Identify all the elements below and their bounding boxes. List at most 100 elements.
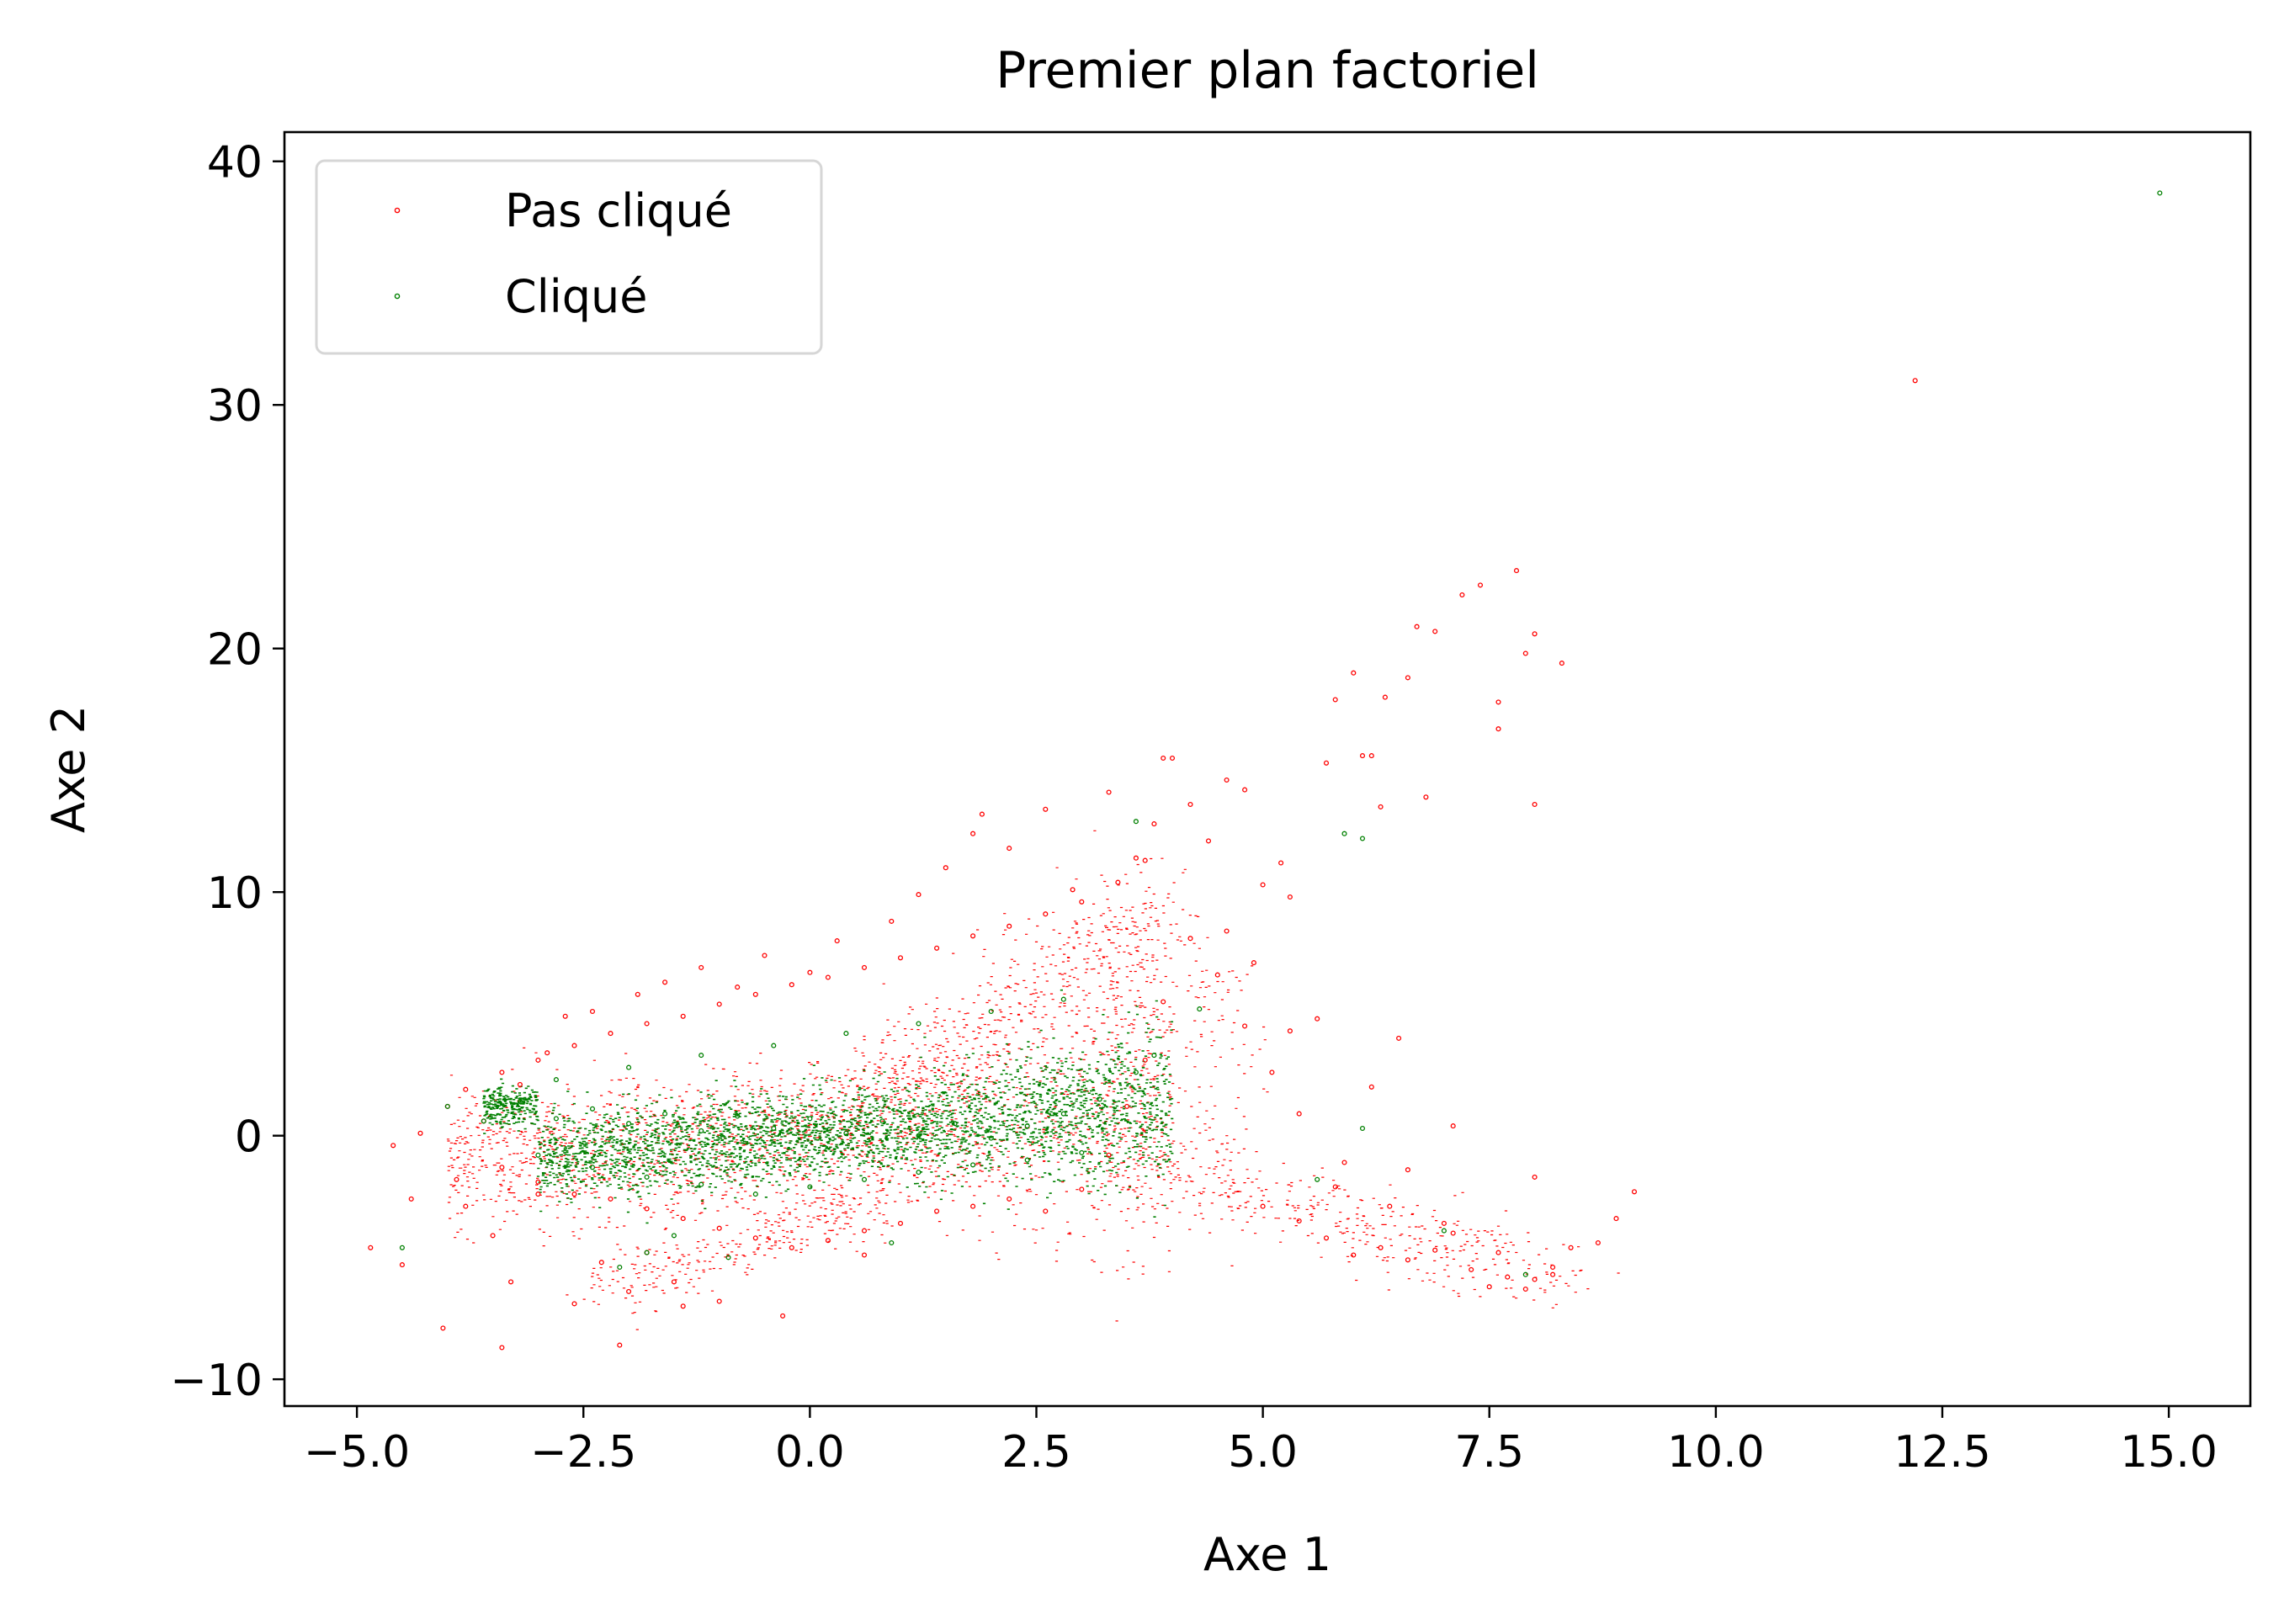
data-point-pas-clique (1459, 592, 1465, 598)
data-point-pas-clique (716, 1298, 722, 1304)
data-point-pas-clique (1287, 1028, 1293, 1034)
data-point-pas-clique (408, 1196, 414, 1202)
data-point-clique (535, 1152, 541, 1158)
data-point-pas-clique (463, 1203, 469, 1209)
data-point-pas-clique (499, 1165, 505, 1170)
data-point-pas-clique (1432, 629, 1438, 634)
data-point-pas-clique (680, 1216, 686, 1222)
x-tick-label: 7.5 (1454, 1427, 1524, 1478)
data-point-pas-clique (825, 1238, 831, 1244)
data-point-clique (1315, 1176, 1320, 1182)
data-point-pas-clique (1568, 1245, 1574, 1250)
data-point-pas-clique (1450, 1123, 1456, 1129)
x-tick-label: 2.5 (1001, 1427, 1071, 1478)
data-point-clique (879, 1118, 885, 1124)
data-point-pas-clique (1169, 755, 1176, 762)
data-point-clique (698, 1128, 704, 1133)
y-tick-label: 10 (207, 868, 263, 919)
data-point-clique (1441, 1228, 1447, 1234)
data-point-pas-clique (1007, 1196, 1012, 1202)
data-point-pas-clique (1315, 1016, 1320, 1022)
data-point-clique (1060, 1111, 1066, 1117)
data-point-pas-clique (1296, 1111, 1302, 1117)
data-point-pas-clique (1423, 794, 1429, 800)
data-point-pas-clique (1242, 787, 1248, 793)
data-point-pas-clique (1532, 1276, 1538, 1282)
data-point-clique (553, 1116, 559, 1122)
data-point-pas-clique (970, 1203, 976, 1209)
data-point-clique (916, 1021, 922, 1027)
data-point-pas-clique (834, 938, 840, 944)
data-point-pas-clique (417, 1130, 423, 1136)
data-point-pas-clique (943, 865, 948, 871)
data-point-pas-clique (934, 1208, 940, 1214)
data-point-clique (861, 1176, 868, 1182)
data-point-clique (1359, 1125, 1366, 1132)
data-point-pas-clique (1351, 670, 1357, 676)
data-point-pas-clique (1142, 857, 1148, 863)
data-point-pas-clique (1079, 1186, 1085, 1192)
data-point-pas-clique (1368, 753, 1374, 759)
data-point-clique (771, 1043, 777, 1048)
data-point-pas-clique (1224, 777, 1230, 783)
data-point-pas-clique (1287, 894, 1293, 900)
data-point-clique (843, 1031, 849, 1037)
y-tick-label: 0 (235, 1112, 263, 1163)
data-point-pas-clique (1043, 1208, 1049, 1214)
data-point-clique (589, 1165, 596, 1170)
data-point-pas-clique (716, 1001, 722, 1007)
data-point-pas-clique (535, 1191, 541, 1197)
data-point-pas-clique (1332, 697, 1338, 703)
data-point-pas-clique (1115, 879, 1121, 885)
data-point-clique (644, 1250, 650, 1255)
y-axis-label: Axe 2 (42, 705, 95, 833)
plot-frame (283, 130, 2252, 1408)
data-point-pas-clique (571, 1043, 577, 1048)
data-point-clique (735, 1113, 741, 1119)
data-point-clique (752, 1191, 758, 1197)
data-point-pas-clique (970, 831, 976, 836)
data-point-pas-clique (463, 1086, 469, 1092)
data-point-pas-clique (490, 1233, 496, 1239)
data-point-pas-clique (1187, 801, 1193, 808)
data-point-clique (988, 1135, 994, 1141)
data-point-pas-clique (1382, 694, 1388, 700)
data-point-pas-clique (1405, 675, 1410, 681)
data-point-pas-clique (440, 1325, 446, 1331)
data-point-pas-clique (644, 1206, 650, 1212)
data-point-pas-clique (626, 1288, 632, 1294)
data-point-clique (970, 1162, 976, 1168)
data-point-pas-clique (1341, 1160, 1347, 1165)
legend-label-clique: Cliqué (505, 270, 647, 323)
data-point-pas-clique (608, 1196, 613, 1202)
data-point-pas-clique (680, 1013, 686, 1019)
data-point-clique (626, 1121, 632, 1127)
data-point-clique (1133, 819, 1139, 825)
y-tick-label: 30 (207, 381, 263, 432)
data-point-pas-clique (861, 1228, 868, 1234)
y-tick-label: 40 (207, 138, 263, 188)
data-point-clique (698, 1181, 704, 1187)
data-point-pas-clique (1450, 1230, 1456, 1236)
data-point-pas-clique (1912, 378, 1918, 384)
data-point-pas-clique (1187, 936, 1193, 942)
data-point-pas-clique (1405, 1257, 1410, 1263)
data-point-clique (1151, 1053, 1157, 1059)
data-point-pas-clique (789, 1245, 794, 1250)
y-tick-label: −10 (170, 1356, 263, 1406)
data-point-pas-clique (1133, 855, 1139, 861)
data-point-pas-clique (1486, 1284, 1492, 1290)
x-tick-label: −5.0 (304, 1427, 410, 1478)
data-point-pas-clique (499, 1069, 505, 1075)
data-point-pas-clique (399, 1262, 405, 1268)
data-point-pas-clique (1441, 1220, 1447, 1226)
data-point-clique (807, 1184, 813, 1190)
data-point-pas-clique (1260, 882, 1266, 888)
data-point-pas-clique (1378, 1245, 1384, 1250)
marks-layer (368, 190, 2163, 1351)
data-point-pas-clique (1043, 806, 1049, 812)
x-tick-label: 10.0 (1667, 1427, 1765, 1478)
legend-marker-clique (394, 293, 401, 300)
data-point-pas-clique (861, 1252, 868, 1258)
